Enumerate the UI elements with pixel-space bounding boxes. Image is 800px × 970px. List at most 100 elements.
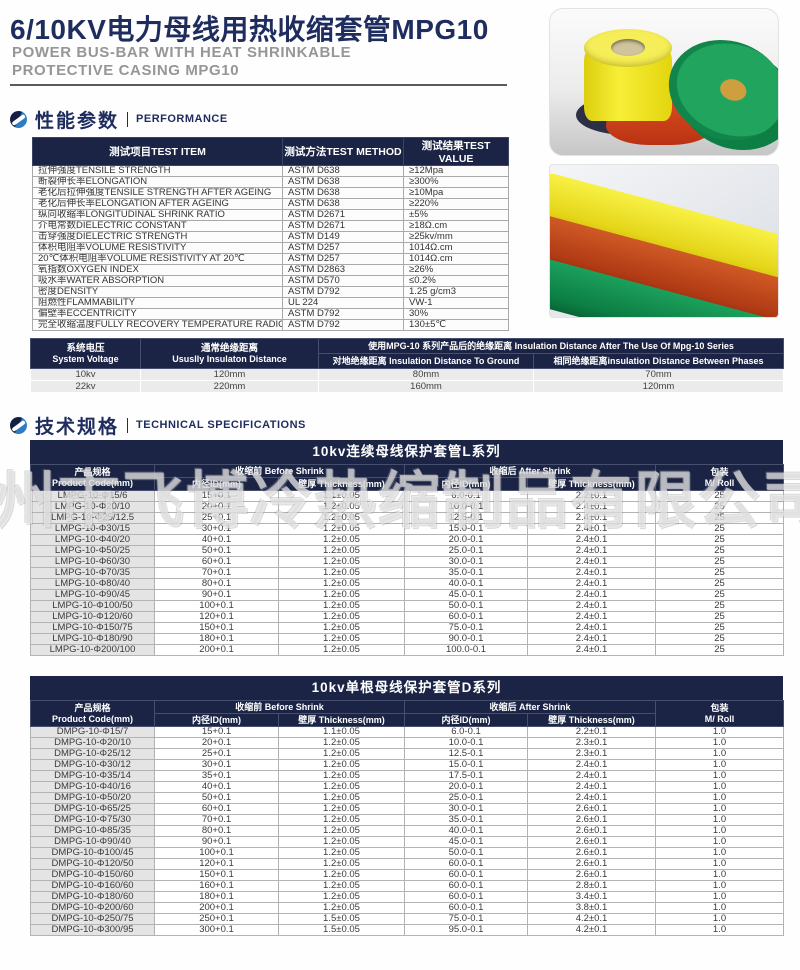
table-cell: LMPG-10-Φ200/100: [30, 644, 155, 656]
table-cell: 2.8±0.1: [527, 880, 657, 892]
table-cell: 2.4±0.1: [527, 781, 657, 793]
table-cell: 15.0-0.1: [404, 759, 529, 771]
table-cell: 2.6±0.1: [527, 825, 657, 837]
table-cell: 3.8±0.1: [527, 902, 657, 914]
l-series-block: 10kv连续母线保护套管L系列 产品规格 Product Code(mm) 收缩…: [30, 440, 785, 656]
table-row: DMPG-10-Φ200/60 200+0.1 1.2±0.05 60.0-0.1 3.…: [30, 902, 785, 914]
table-cell: 2.2±0.1: [527, 490, 657, 502]
table-row: 吸水率WATER ABSORPTION ASTM D570 ≤0.2%: [32, 275, 509, 287]
table-row: LMPG-10-Φ30/15 30+0.1 1.2±0.05 15.0-0.1 2.4±…: [30, 523, 785, 535]
table-cell: 1.0: [655, 792, 785, 804]
table-header-row: 对地绝缘距离 Insulation Distance To Ground 相同绝…: [31, 353, 785, 369]
product-tubes-photo: [549, 164, 779, 318]
table-header-row: 内径ID(mm) 壁厚 Thickness(mm) 内径ID(mm) 壁厚 Th…: [31, 713, 784, 727]
table-cell: 1.0: [655, 814, 785, 826]
table-cell: 120+0.1: [154, 858, 279, 870]
table-row: DMPG-10-Φ150/60 150+0.1 1.2±0.05 60.0-0.1 2.…: [30, 869, 785, 881]
table-cell: ASTM D638: [282, 187, 404, 199]
table-cell: 10kv: [30, 368, 141, 381]
table-cell: 25: [655, 633, 785, 645]
table-cell: 40.0-0.1: [404, 578, 529, 590]
column-header-to-ground: 对地绝缘距离 Insulation Distance To Ground: [318, 353, 534, 369]
table-cell: 1.0: [655, 847, 785, 859]
table-cell: 2.6±0.1: [527, 847, 657, 859]
l-series-title: 10kv连续母线保护套管L系列: [30, 440, 783, 464]
table-cell: 40+0.1: [154, 781, 279, 793]
table-cell: ASTM D257: [282, 242, 404, 254]
table-row: LMPG-10-Φ15/6 15+0.1 1.1±0.05 6.0-0.1 2.2±0.…: [30, 490, 785, 502]
table-cell: 70+0.1: [154, 814, 279, 826]
table-cell: 1.0: [655, 825, 785, 837]
column-header-between-phases: 相同绝缘距离insulation Distance Between Phases: [532, 353, 785, 369]
table-cell: 1.2±0.05: [277, 622, 406, 634]
table-cell: LMPG-10-Φ90/45: [30, 589, 155, 601]
table-row: 阻燃性FLAMMABILITY UL 224 VW-1: [32, 297, 509, 309]
table-cell: ≥10Mpa: [403, 187, 509, 199]
table-cell: 90+0.1: [154, 589, 279, 601]
table-cell: 60.0-0.1: [404, 611, 529, 623]
table-row: DMPG-10-Φ120/50 120+0.1 1.2±0.05 60.0-0.1 2.…: [30, 858, 785, 870]
table-cell: 2.4±0.1: [527, 644, 657, 656]
table-cell: 2.3±0.1: [527, 737, 657, 749]
table-row: DMPG-10-Φ160/60 160+0.1 1.2±0.05 60.0-0.1 2.…: [30, 880, 785, 892]
table-cell: 纵向收缩率LONGITUDINAL SHRINK RATIO: [32, 209, 283, 221]
table-row: LMPG-10-Φ180/90 180+0.1 1.2±0.05 90.0-0.1 2.…: [30, 633, 785, 645]
table-cell: 1.2±0.05: [277, 792, 406, 804]
table-cell: ASTM D638: [282, 165, 404, 177]
column-header-pack: 包装 M/ Roll: [655, 464, 785, 491]
table-cell: 1.0: [655, 737, 785, 749]
table-cell: 80mm: [318, 368, 534, 381]
table-header-row: 产品规格 Product Code(mm) 收缩前 Before Shrink …: [30, 700, 785, 727]
table-cell: LMPG-10-Φ120/60: [30, 611, 155, 623]
table-cell: 200+0.1: [154, 644, 279, 656]
table-cell: 4.2±0.1: [527, 913, 657, 925]
table-row: LMPG-10-Φ80/40 80+0.1 1.2±0.05 40.0-0.1 2.4±…: [30, 578, 785, 590]
table-cell: LMPG-10-Φ20/10: [30, 501, 155, 513]
table-cell: 6.0-0.1: [404, 726, 529, 738]
table-row: DMPG-10-Φ250/75 250+0.1 1.5±0.05 75.0-0.1 4.…: [30, 913, 785, 925]
table-cell: 1.2±0.05: [277, 803, 406, 815]
table-cell: 1.5±0.05: [277, 913, 406, 925]
section-title-cn: 技术规格: [35, 417, 120, 438]
table-cell: 150+0.1: [154, 622, 279, 634]
table-row: LMPG-10-Φ40/20 40+0.1 1.2±0.05 20.0-0.1 2.4±…: [30, 534, 785, 546]
table-cell: 15+0.1: [154, 490, 279, 502]
table-cell: 吸水率WATER ABSORPTION: [32, 275, 283, 287]
table-cell: 160mm: [318, 380, 534, 393]
table-cell: 1.0: [655, 913, 785, 925]
table-cell: 体积电阻率VOLUME RESISTIVITY: [32, 242, 283, 254]
table-cell: 120+0.1: [154, 611, 279, 623]
table-cell: 1.2±0.05: [277, 600, 406, 612]
table-cell: 2.6±0.1: [527, 836, 657, 848]
table-cell: 2.4±0.1: [527, 792, 657, 804]
table-cell: 20+0.1: [154, 737, 279, 749]
table-row: DMPG-10-Φ100/45 100+0.1 1.2±0.05 50.0-0.1 2.…: [30, 847, 785, 859]
table-cell: 1.0: [655, 759, 785, 771]
table-cell: 60+0.1: [154, 803, 279, 815]
table-cell: 25: [655, 523, 785, 535]
table-cell: ASTM D149: [282, 231, 404, 243]
column-header-id: 内径ID(mm): [154, 477, 279, 491]
table-cell: 1.0: [655, 891, 785, 903]
table-cell: 40.0-0.1: [404, 825, 529, 837]
table-cell: DMPG-10-Φ15/7: [30, 726, 155, 738]
table-cell: 1.2±0.05: [277, 633, 406, 645]
table-row: LMPG-10-Φ50/25 50+0.1 1.2±0.05 25.0-0.1 2.4±…: [30, 545, 785, 557]
table-cell: 2.4±0.1: [527, 622, 657, 634]
table-cell: 30+0.1: [154, 523, 279, 535]
table-cell: 20.0-0.1: [404, 534, 529, 546]
table-cell: LMPG-10-Φ25/12.5: [30, 512, 155, 524]
table-cell: 20℃体积电阻率VOLUME RESISTIVITY AT 20℃: [32, 253, 283, 265]
table-cell: 老化后伸长率ELONGATION AFTER AGEING: [32, 198, 283, 210]
table-cell: 1.2±0.05: [277, 902, 406, 914]
table-cell: 1.0: [655, 858, 785, 870]
table-cell: 2.6±0.1: [527, 803, 657, 815]
column-header-thickness: 壁厚 Thickness(mm): [277, 713, 406, 727]
table-cell: DMPG-10-Φ25/12: [30, 748, 155, 760]
column-header-before-shrink: 收缩前 Before Shrink: [153, 464, 406, 478]
table-cell: 35.0-0.1: [404, 567, 529, 579]
table-cell: 1.2±0.05: [277, 501, 406, 513]
table-row: 击穿强度DIELECTRIC STRENGTH ASTM D149 ≥25kv/mm: [32, 231, 509, 243]
table-cell: 25+0.1: [154, 512, 279, 524]
table-cell: 15.0-0.1: [404, 523, 529, 535]
